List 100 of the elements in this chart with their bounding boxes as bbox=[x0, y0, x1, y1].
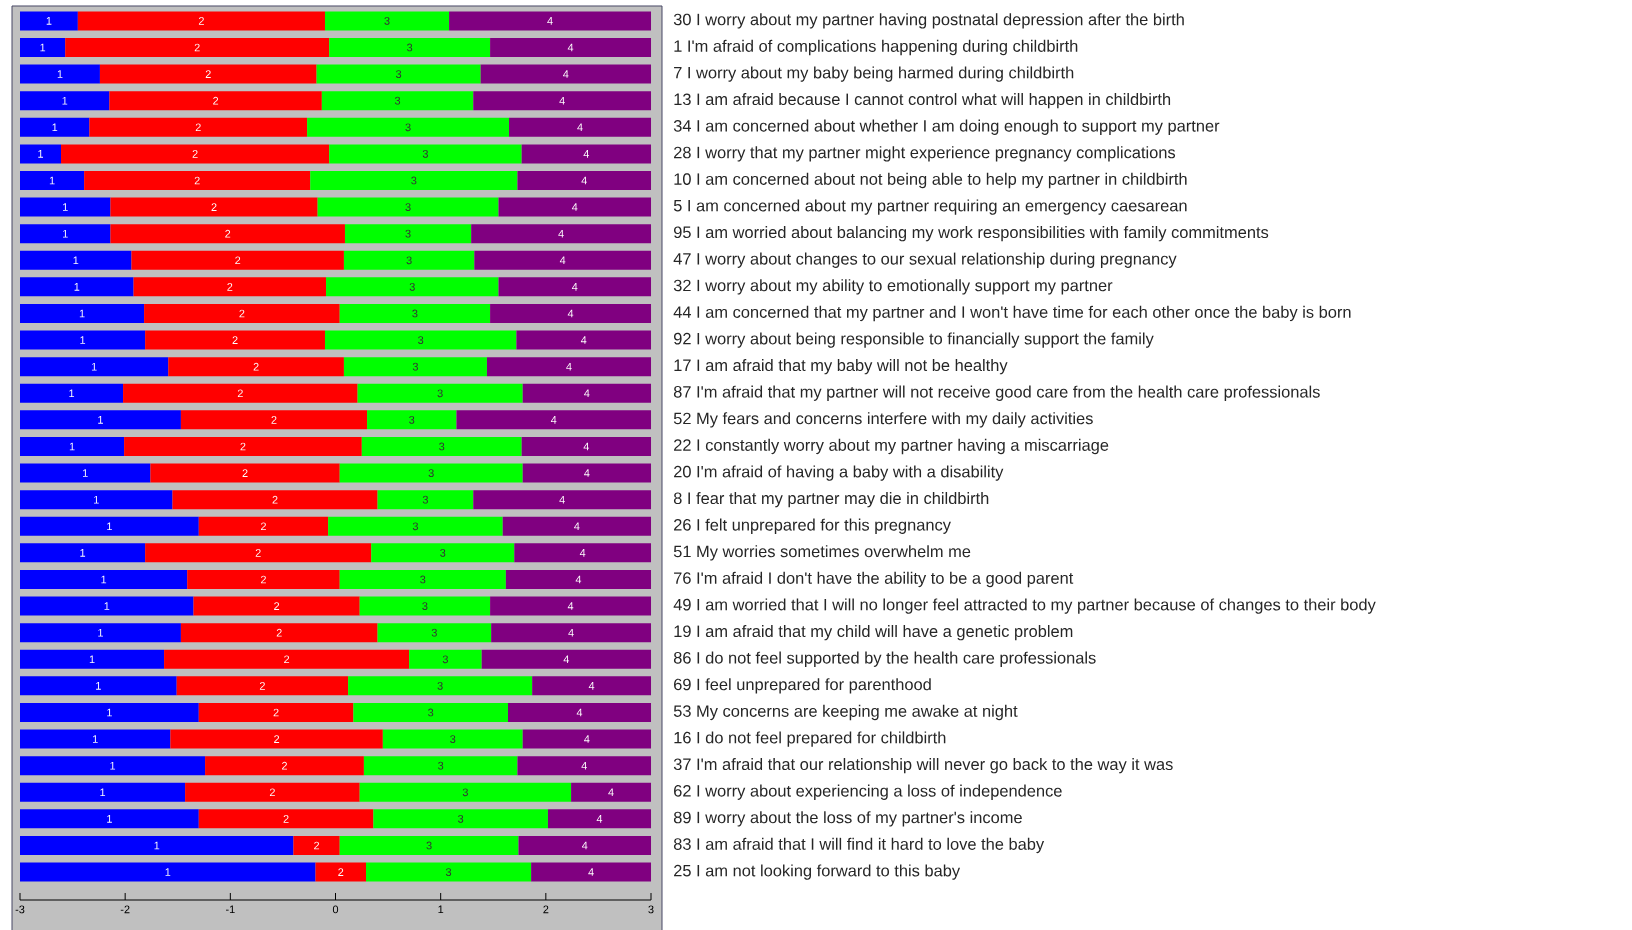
text: 3 bbox=[428, 708, 434, 717]
text: 1 bbox=[69, 442, 75, 451]
text: 3 bbox=[418, 336, 424, 344]
y-tick-label: 17 I am afraid that my baby will not be healthy bbox=[674, 359, 1008, 375]
y-tick-label: 95 I am worried about balancing my work responsibilities with family commitments bbox=[673, 226, 1269, 242]
text: 2 bbox=[192, 150, 198, 158]
bar bbox=[371, 543, 515, 563]
bar bbox=[20, 490, 173, 510]
y-tick-label: 53 My concerns are keeping me awake at night bbox=[673, 704, 1018, 721]
text: 3 bbox=[426, 841, 432, 850]
y-tick-label: 44 I am concerned that my partner and I won't have time for each other once the baby is born bbox=[673, 305, 1351, 322]
bar bbox=[172, 490, 378, 510]
bar bbox=[307, 117, 510, 137]
y-tick-label: 51 My worries sometimes overwhelm me bbox=[673, 545, 971, 561]
text: 4 bbox=[581, 841, 588, 850]
bar bbox=[473, 490, 652, 510]
bar bbox=[315, 862, 367, 882]
text: 1 bbox=[62, 96, 68, 105]
bar bbox=[339, 463, 523, 483]
text: 3 bbox=[405, 123, 411, 132]
text: 2 bbox=[194, 176, 200, 185]
bar bbox=[328, 516, 503, 536]
bar bbox=[490, 596, 652, 616]
y-tick-label: 37 I'm afraid that our relationship will never go back to the way it was bbox=[673, 758, 1173, 774]
bar bbox=[473, 91, 652, 111]
bar bbox=[131, 250, 344, 270]
text: 4 bbox=[576, 708, 583, 717]
text: 1 bbox=[98, 416, 103, 424]
y-tick-label: 20 I'm afraid of having a baby with a disability bbox=[674, 465, 1004, 481]
text: 1 bbox=[74, 283, 80, 291]
bar bbox=[20, 277, 134, 297]
text: 1 bbox=[110, 761, 116, 770]
text: 3 bbox=[412, 362, 418, 371]
text: 2 bbox=[195, 123, 201, 132]
bar bbox=[20, 702, 199, 722]
bar bbox=[359, 596, 491, 616]
bar bbox=[377, 623, 492, 643]
bar bbox=[522, 729, 652, 749]
text: 4 bbox=[558, 229, 564, 238]
text: 3 bbox=[445, 868, 452, 876]
x-tick-label: -1 bbox=[225, 905, 235, 914]
y-tick-label: 92 I worry about being responsible to financially support the family bbox=[673, 332, 1154, 348]
text: 3 bbox=[405, 203, 411, 211]
bar bbox=[20, 676, 177, 696]
bar bbox=[110, 197, 318, 217]
bar bbox=[522, 463, 652, 483]
bar bbox=[571, 782, 652, 802]
bar bbox=[110, 224, 345, 244]
bar bbox=[456, 410, 652, 430]
y-tick-label: 69 I feel unprepared for parenthood bbox=[674, 678, 931, 694]
bar bbox=[377, 490, 474, 510]
bar bbox=[521, 436, 652, 456]
bar bbox=[20, 11, 78, 31]
y-tick-label: 8 I fear that my partner may die in childbirth bbox=[673, 492, 989, 508]
bar bbox=[522, 383, 652, 403]
bar bbox=[20, 862, 316, 882]
text: 1 bbox=[165, 868, 171, 876]
text: 2 bbox=[242, 469, 248, 477]
bar bbox=[505, 569, 652, 589]
text: 1 bbox=[98, 628, 103, 637]
text: 1 bbox=[92, 735, 98, 743]
bar bbox=[491, 623, 652, 643]
bar bbox=[531, 862, 652, 882]
bar bbox=[481, 649, 652, 669]
text: 1 bbox=[89, 655, 95, 664]
bar bbox=[84, 170, 311, 190]
text: 4 bbox=[584, 389, 590, 398]
x-tick-label: -3 bbox=[15, 905, 25, 914]
text: 2 bbox=[269, 788, 275, 797]
bar bbox=[329, 144, 522, 164]
bar bbox=[124, 436, 362, 456]
bar bbox=[20, 37, 66, 57]
text: 3 bbox=[412, 309, 418, 318]
bar bbox=[20, 357, 169, 377]
text: 1 bbox=[100, 788, 106, 797]
bar bbox=[109, 91, 322, 111]
text: 3 bbox=[438, 761, 444, 770]
bar bbox=[293, 835, 340, 855]
text: 3 bbox=[412, 522, 418, 531]
text: 2 bbox=[338, 868, 344, 876]
bar bbox=[353, 702, 508, 722]
text: 2 bbox=[240, 442, 246, 451]
bar bbox=[359, 782, 572, 802]
text: 4 bbox=[588, 682, 595, 690]
text: 1 bbox=[80, 549, 86, 557]
text: 4 bbox=[550, 416, 557, 424]
y-tick-label: 76 I'm afraid I don't have the ability to be a good parent bbox=[674, 571, 1074, 588]
text: 2 bbox=[271, 416, 277, 424]
bar bbox=[518, 835, 652, 855]
y-tick-label: 87 I'm afraid that my partner will not receive good care from the health care professionals bbox=[673, 385, 1320, 401]
y-tick-label: 34 I am concerned about whether I am doing enough to support my partner bbox=[673, 119, 1220, 135]
text: 4 bbox=[574, 522, 580, 531]
x-tick-label: 0 bbox=[332, 905, 339, 914]
bar bbox=[310, 170, 518, 190]
bar bbox=[329, 37, 491, 57]
text: 4 bbox=[566, 362, 572, 371]
series-label: 1 bbox=[52, 123, 58, 132]
text: 4 bbox=[608, 788, 614, 797]
bar bbox=[321, 91, 474, 111]
text: 1 bbox=[69, 389, 75, 398]
